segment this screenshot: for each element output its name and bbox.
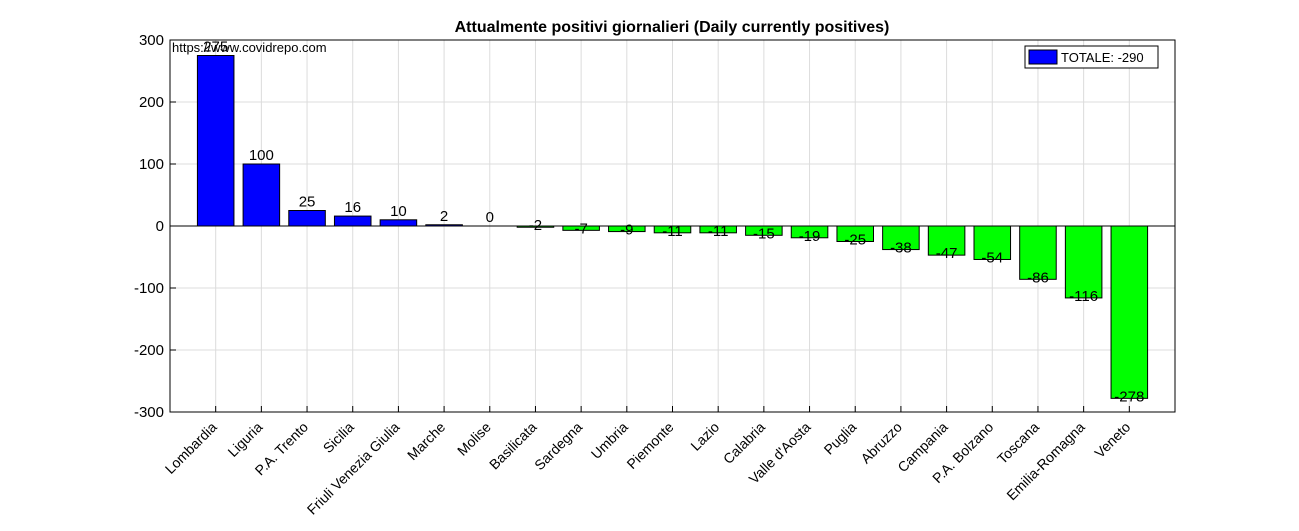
y-tick-label: 0 [156,218,164,235]
chart-title: Attualmente positivi giornalieri (Daily … [455,19,890,36]
legend-box [1024,45,1159,69]
y-tick-label: -200 [134,342,164,359]
data-label: -278 [1114,388,1144,405]
data-label: 2 [440,208,448,225]
x-tick-label: Emilia-Romagna [1003,419,1088,504]
legend-swatch [1028,49,1058,65]
data-label: -38 [890,240,912,257]
bar-liguria [242,163,281,227]
source-url: https://www.covidrepo.com [172,40,327,55]
data-label: 275 [203,39,228,56]
bar-campania [927,225,966,256]
bar-toscana [1019,225,1057,280]
bar-lombardia [196,55,235,227]
y-tick-label: 100 [139,156,164,173]
x-tick-label: Umbria [588,419,631,462]
x-tick-label: Piemonte [623,419,676,472]
x-tick-label: Molise [454,419,494,459]
bar-friuli-venezia-giulia [379,219,418,227]
data-label: 0 [486,209,494,226]
x-tick-label: Veneto [1091,419,1133,461]
x-tick-label: Basilicata [486,419,540,473]
data-label: -25 [844,232,866,249]
x-tick-label: Lazio [687,419,722,454]
y-tick-label: 200 [139,94,164,111]
bar-emilia-romagna [1064,225,1103,299]
data-label: 10 [390,203,407,220]
x-tick-label: Marche [404,419,448,463]
bar-veneto [1110,225,1149,399]
bar-sicilia [333,215,372,227]
bar-p-a-trento [288,210,326,227]
legend-label: TOTALE: -290 [1061,50,1144,65]
data-label: -11 [708,223,729,240]
y-tick-label: -100 [134,280,164,297]
data-label: -47 [936,245,958,262]
x-tick-label: Sicilia [320,419,357,456]
y-tick-label: -300 [134,404,164,421]
x-tick-label: Lombardia [162,419,220,477]
x-tick-label: Puglia [821,419,860,458]
x-tick-label: Liguria [224,419,265,460]
data-label: -19 [799,228,821,245]
data-label: 16 [344,199,361,216]
data-label: -86 [1027,269,1049,286]
data-label: -116 [1069,288,1098,305]
data-label: -2 [529,217,542,234]
legend: TOTALE: -290 [1024,45,1159,69]
data-label: -7 [574,220,587,237]
data-label: 25 [299,194,316,211]
data-label: -11 [662,223,683,240]
data-label: 100 [249,147,274,164]
data-label: -54 [981,249,1003,266]
bar-p-a-bolzano [973,225,1012,260]
data-label: -9 [620,222,633,239]
x-tick-label: Sardegna [531,419,585,473]
y-axis-ticks: 300 200 100 0 -100 -200 -300 [134,32,176,421]
data-label: -15 [753,225,775,242]
y-tick-label: 300 [139,32,164,49]
data-labels: 275 100 25 16 10 2 0 -2 -7 -9 -11 -11 -15 -19 -25 -38 -4… [203,39,1144,406]
